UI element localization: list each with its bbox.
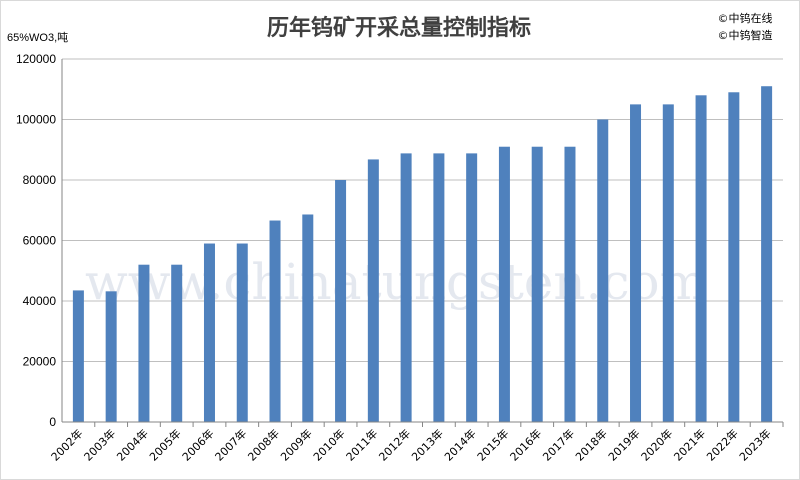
y-tick-label: 20000 — [23, 355, 57, 369]
y-tick-label: 100000 — [16, 113, 56, 127]
x-tick-label: 2008年 — [245, 426, 282, 463]
bar — [269, 220, 281, 422]
x-tick-label: 2010年 — [310, 426, 347, 463]
x-tick-label: 2018年 — [572, 426, 609, 463]
credit-line-2: ©中钨智造 — [718, 28, 773, 42]
bar — [236, 243, 248, 422]
x-tick-label: 2007年 — [212, 426, 249, 463]
bar — [761, 86, 773, 422]
x-tick-label: 2013年 — [409, 426, 446, 463]
y-tick-label: 0 — [49, 415, 56, 429]
y-tick-label: 120000 — [16, 52, 56, 66]
y-tick-label: 60000 — [23, 234, 57, 248]
bar — [630, 104, 642, 422]
chart-title: 历年钨矿开采总量控制指标 — [267, 15, 531, 41]
credit-line-1: ©中钨在线 — [718, 11, 773, 25]
bar — [171, 264, 183, 422]
x-tick-label: 2009年 — [277, 426, 314, 463]
x-tick-label: 2005年 — [146, 426, 183, 463]
x-tick-label: 2004年 — [114, 426, 151, 463]
bar — [662, 104, 674, 422]
x-tick-label: 2014年 — [441, 426, 478, 463]
bar — [597, 119, 609, 422]
x-tick-label: 2019年 — [605, 426, 642, 463]
bar — [498, 146, 510, 422]
bars — [72, 86, 773, 423]
bar — [695, 95, 707, 423]
y-tick-label: 40000 — [23, 294, 57, 308]
bar — [531, 146, 543, 422]
bar — [335, 180, 347, 422]
x-tick-label: 2023年 — [736, 426, 773, 463]
x-tick-label: 2017年 — [540, 426, 577, 463]
y-axis: 0 20000 40000 60000 80000 100000 120000 — [16, 52, 63, 429]
bar — [564, 146, 576, 422]
bar — [203, 243, 215, 422]
x-tick-label: 2021年 — [671, 426, 708, 463]
bar — [367, 159, 379, 422]
bar — [72, 290, 84, 422]
x-tick-label: 2015年 — [474, 426, 511, 463]
x-tick-label: 2011年 — [343, 426, 380, 463]
bar — [105, 291, 117, 422]
y-tick-label: 80000 — [23, 173, 57, 187]
bar — [466, 153, 478, 422]
x-tick-label: 2020年 — [638, 426, 675, 463]
bar — [728, 92, 740, 423]
bar — [400, 153, 412, 422]
x-tick-label: 2006年 — [179, 426, 216, 463]
x-axis: 2002年2003年2004年2005年2006年2007年2008年2009年… — [48, 421, 784, 464]
bar — [302, 214, 314, 422]
x-tick-label: 2016年 — [507, 426, 544, 463]
bar — [433, 153, 445, 422]
x-tick-label: 2003年 — [81, 426, 118, 463]
unit-label: 65%WO3,吨 — [7, 31, 68, 44]
x-tick-label: 2022年 — [703, 426, 740, 463]
x-tick-label: 2012年 — [376, 426, 413, 463]
grid-lines — [62, 58, 783, 362]
x-tick-label: 2002年 — [48, 426, 85, 463]
bar — [138, 264, 150, 422]
